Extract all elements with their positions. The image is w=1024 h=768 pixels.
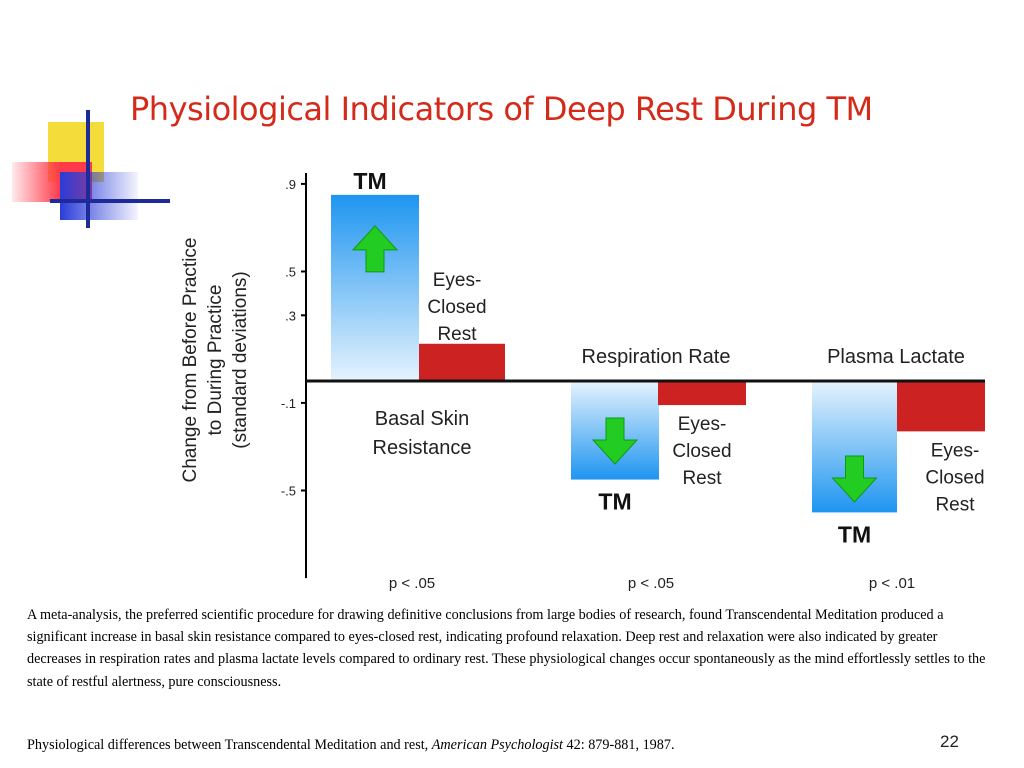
rest-bar-label-line: Eyes- bbox=[678, 414, 727, 435]
tm-bar-label: TM bbox=[353, 168, 386, 194]
y-axis-title-line: (standard deviations) bbox=[230, 271, 251, 448]
citation-text: Physiological differences between Transc… bbox=[27, 737, 432, 753]
category-label-line: Plasma Lactate bbox=[827, 346, 965, 368]
decorative-logo bbox=[12, 110, 170, 228]
category-label-line: Resistance bbox=[373, 437, 472, 459]
rest-bar-label-line: Eyes- bbox=[931, 440, 980, 461]
rest-bar-label-line: Eyes- bbox=[433, 270, 482, 291]
tm-bar-label: TM bbox=[598, 489, 631, 515]
rest-bar-label-line: Rest bbox=[437, 324, 477, 345]
p-value-label: p < .01 bbox=[869, 575, 915, 592]
citation-details: 42: 879-881, 1987. bbox=[562, 737, 675, 753]
citation-journal: American Psychologist bbox=[431, 737, 563, 753]
rest-bar bbox=[658, 381, 746, 406]
p-value-label: p < .05 bbox=[389, 575, 435, 592]
rest-bar-label-line: Rest bbox=[935, 494, 975, 515]
rest-bar-label-line: Rest bbox=[682, 468, 722, 489]
y-tick-label: .9 bbox=[285, 177, 296, 192]
rest-bar bbox=[419, 343, 505, 381]
rest-bar-label-line: Closed bbox=[925, 467, 984, 488]
rest-bar-label-line: Closed bbox=[672, 441, 731, 462]
arrow-down-icon bbox=[831, 455, 878, 503]
y-axis-title-line: Change from Before Practice bbox=[180, 237, 201, 482]
tm-bar-label: TM bbox=[838, 521, 871, 547]
p-value-label: p < .05 bbox=[628, 575, 674, 592]
y-tick-label: -.1 bbox=[281, 396, 296, 411]
y-tick-label: .5 bbox=[285, 265, 296, 280]
tm-bar bbox=[331, 194, 419, 381]
blue-square bbox=[60, 172, 138, 220]
y-tick-label: -.5 bbox=[281, 484, 296, 499]
y-tick-label: .3 bbox=[285, 308, 296, 323]
slide-number: 22 bbox=[940, 732, 959, 751]
rest-bar-label-line: Closed bbox=[427, 297, 486, 318]
slide-title: Physiological Indicators of Deep Rest Du… bbox=[130, 90, 873, 128]
y-axis-title-line: to During Practice bbox=[205, 284, 226, 435]
caption-paragraph: A meta-analysis, the preferred scientifi… bbox=[27, 607, 986, 690]
deep-rest-chart: .9 .5 .3 -.1 -.5 Change from Before Practice t… bbox=[180, 168, 985, 592]
category-label-line: Basal Skin bbox=[375, 408, 470, 430]
rest-bar bbox=[897, 381, 985, 432]
citation: Physiological differences between Transc… bbox=[27, 737, 907, 754]
arrow-down-icon bbox=[591, 417, 639, 465]
category-label-line: Respiration Rate bbox=[582, 346, 731, 368]
arrow-up-icon bbox=[351, 225, 399, 273]
